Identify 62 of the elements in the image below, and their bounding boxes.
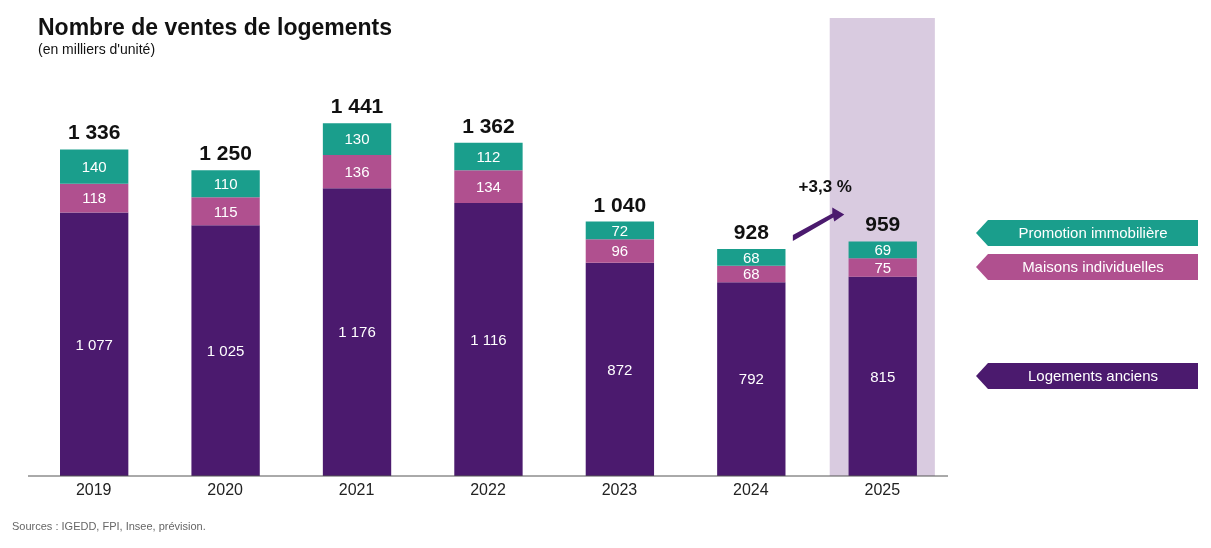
bar xyxy=(60,212,129,476)
data-label: 110 xyxy=(213,175,238,193)
text: Promotion immobilière xyxy=(1017,224,1169,242)
x-tick-label: 2019 xyxy=(75,481,112,499)
total-label: 1 362 xyxy=(462,113,515,137)
total-label: 959 xyxy=(865,212,901,236)
data-label: 1 116 xyxy=(470,330,507,348)
data-label: 72 xyxy=(611,221,629,239)
bar xyxy=(848,276,917,476)
bar xyxy=(848,241,917,259)
bar xyxy=(60,183,129,213)
bar xyxy=(717,282,786,476)
text: Logements anciens xyxy=(1026,367,1160,385)
data-label: 115 xyxy=(213,202,238,220)
x-tick-label: 2025 xyxy=(864,481,901,499)
data-label: 130 xyxy=(344,130,370,148)
bar xyxy=(454,170,523,204)
text: Maisons individuelles xyxy=(1021,258,1165,276)
data-label: 118 xyxy=(82,189,107,207)
x-tick-label: 2024 xyxy=(733,481,769,499)
data-label: 96 xyxy=(611,242,629,260)
data-label: 1 176 xyxy=(338,323,376,341)
total-label: 1 336 xyxy=(67,120,121,144)
data-label: 872 xyxy=(607,360,633,378)
bar xyxy=(585,221,655,240)
source-note: Sources : IGEDD, FPI, Insee, prévision. xyxy=(12,520,206,532)
bar xyxy=(322,155,392,189)
data-label: 136 xyxy=(344,163,370,181)
data-label: 1 077 xyxy=(75,335,113,353)
total-label: 1 040 xyxy=(593,192,647,216)
data-label: 75 xyxy=(874,258,892,276)
data-label: 134 xyxy=(475,177,501,195)
bar xyxy=(454,203,523,476)
annotation: +3,3 % xyxy=(798,177,852,198)
data-label: 112 xyxy=(476,147,501,165)
bar xyxy=(191,170,260,198)
x-tick-label: 2023 xyxy=(601,481,638,499)
bar xyxy=(191,225,260,476)
chart-title: Nombre de ventes de logements xyxy=(38,14,393,41)
data-label: 140 xyxy=(81,157,107,175)
data-label: 68 xyxy=(742,248,760,266)
bar xyxy=(60,149,129,184)
data-label: 792 xyxy=(738,370,764,388)
bar xyxy=(585,262,655,476)
x-tick-label: 2021 xyxy=(338,481,375,499)
bar xyxy=(585,239,655,263)
total-label: 928 xyxy=(733,220,770,243)
bar xyxy=(717,249,786,266)
x-tick-label: 2020 xyxy=(207,481,244,499)
bar xyxy=(454,142,523,171)
total-label: 1 250 xyxy=(199,141,252,165)
chart-subtitle: (en milliers d'unité) xyxy=(38,41,157,57)
bar xyxy=(191,197,260,226)
bar xyxy=(322,188,392,476)
total-label: 1 441 xyxy=(330,94,384,118)
data-label: 69 xyxy=(874,241,892,259)
data-label: 1 025 xyxy=(206,341,245,359)
bar xyxy=(322,123,392,156)
data-label: 68 xyxy=(742,265,760,283)
data-label: 815 xyxy=(870,367,896,385)
bar xyxy=(848,258,917,277)
x-tick-label: 2022 xyxy=(470,481,506,499)
